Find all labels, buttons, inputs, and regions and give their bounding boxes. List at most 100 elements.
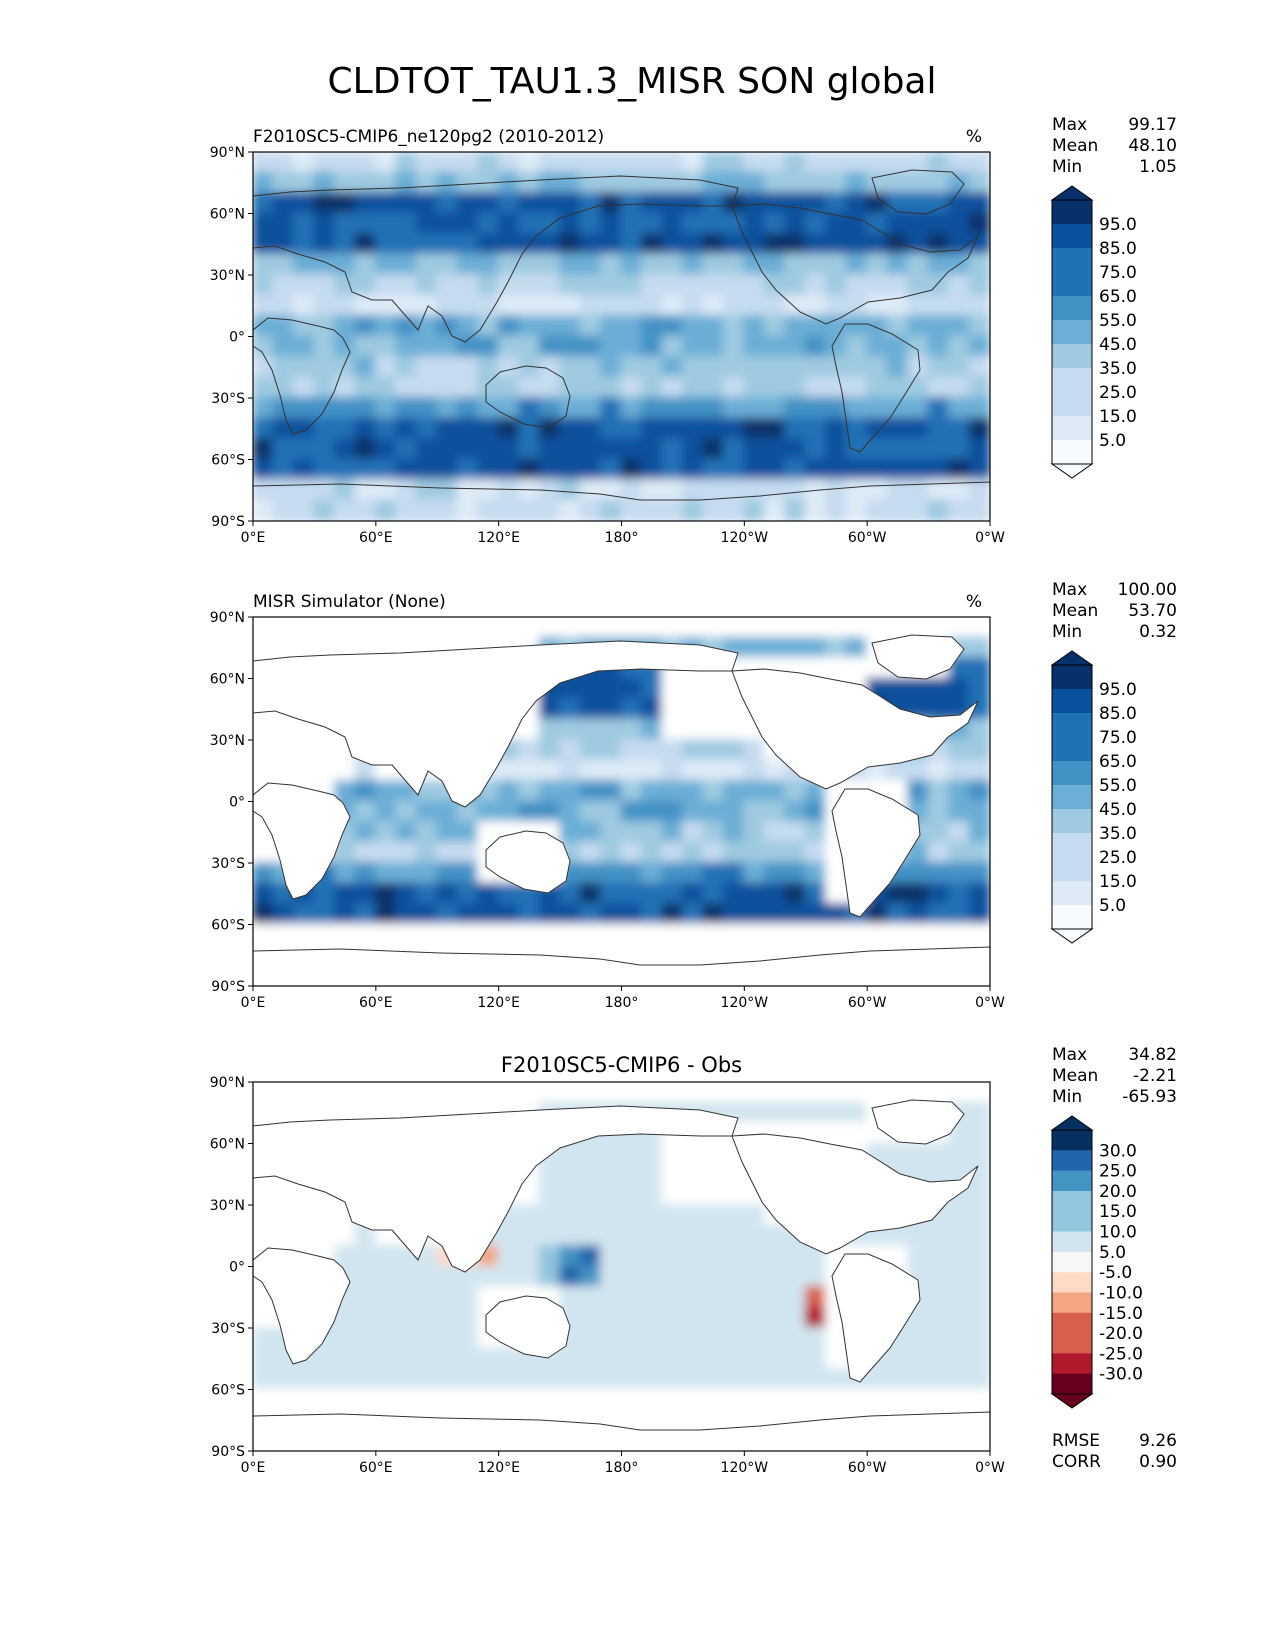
colorbar-tick-label: 35.0 xyxy=(1099,824,1137,844)
stat-label: Min xyxy=(1052,1087,1082,1107)
colorbar-tick-label: 95.0 xyxy=(1099,680,1137,700)
panel-title: F2010SC5-CMIP6_ne120pg2 (2010-2012) xyxy=(253,127,604,147)
colorbar-tick-label: 65.0 xyxy=(1099,752,1137,772)
lat-tick-label: 0° xyxy=(229,330,245,346)
stat-label: Max xyxy=(1052,115,1087,135)
lon-tick-label: 60°E xyxy=(359,995,393,1011)
lat-tick-label: 30°N xyxy=(210,268,245,284)
lat-tick-label: 90°N xyxy=(210,1075,245,1091)
colorbar-tick-label: 55.0 xyxy=(1099,311,1137,331)
lat-tick-label: 90°S xyxy=(211,1444,245,1460)
colorbar-tick-label: 85.0 xyxy=(1099,704,1137,724)
stat-value: 0.32 xyxy=(1139,622,1177,642)
map-panel-reference: 90°N 60°N 30°N 0° 30°S 60°S 90°S0°E 60°E 120°E 18… xyxy=(210,580,1177,1011)
lon-tick-label: 0°W xyxy=(975,1460,1005,1476)
field-difference xyxy=(253,1082,990,1451)
colorbar-tick-label: 25.0 xyxy=(1099,383,1137,403)
stat-label: Max xyxy=(1052,1045,1087,1065)
stat-label: Max xyxy=(1052,580,1087,600)
stat-label: CORR xyxy=(1052,1452,1101,1472)
lat-tick-label: 60°S xyxy=(211,918,245,934)
colorbar-tick-label: -15.0 xyxy=(1099,1304,1143,1324)
colorbar-tick-label: 15.0 xyxy=(1099,407,1137,427)
figure-title: CLDTOT_TAU1.3_MISR SON global xyxy=(328,61,937,102)
lon-tick-label: 180° xyxy=(605,995,639,1011)
colorbar: 95.0 85.0 75.0 65.0 55.0 45.0 35.0 25.0 15.0 5.0 xyxy=(1050,185,1137,479)
panel-title: F2010SC5-CMIP6 - Obs xyxy=(501,1053,742,1077)
lat-tick-label: 60°S xyxy=(211,453,245,469)
colorbar-tick-label: 25.0 xyxy=(1099,1162,1137,1182)
stat-value: 1.05 xyxy=(1139,157,1177,177)
panel-title: MISR Simulator (None) xyxy=(253,592,446,612)
colorbar-tick-label: 65.0 xyxy=(1099,287,1137,307)
lon-tick-label: 60°W xyxy=(848,995,887,1011)
colorbar-tick-label: 10.0 xyxy=(1099,1223,1137,1243)
colorbar-tick-label: 35.0 xyxy=(1099,359,1137,379)
stat-value: -2.21 xyxy=(1133,1066,1177,1086)
stat-value: -65.93 xyxy=(1122,1087,1177,1107)
colorbar-tick-label: 85.0 xyxy=(1099,239,1137,259)
colorbar-tick-label: 55.0 xyxy=(1099,776,1137,796)
stat-label: Mean xyxy=(1052,136,1098,156)
colorbar-tick-label: 45.0 xyxy=(1099,335,1137,355)
lat-tick-label: 60°N xyxy=(210,1137,245,1153)
stat-label: Min xyxy=(1052,622,1082,642)
lon-tick-label: 180° xyxy=(605,530,639,546)
lat-tick-label: 30°N xyxy=(210,733,245,749)
lon-tick-label: 60°E xyxy=(359,1460,393,1476)
colorbar-tick-label: 25.0 xyxy=(1099,848,1137,868)
stat-value: 99.17 xyxy=(1128,115,1177,135)
lat-tick-label: 90°N xyxy=(210,610,245,626)
colorbar-tick-label: 5.0 xyxy=(1099,896,1126,916)
lat-tick-label: 60°N xyxy=(210,672,245,688)
colorbar-tick-label: 15.0 xyxy=(1099,1202,1137,1222)
lat-tick-label: 30°N xyxy=(210,1198,245,1214)
panel-units: % xyxy=(966,592,982,612)
colorbar: 95.0 85.0 75.0 65.0 55.0 45.0 35.0 25.0 15.0 5.0 xyxy=(1050,650,1137,944)
colorbar-tick-label: -25.0 xyxy=(1099,1344,1143,1364)
lon-tick-label: 120°E xyxy=(477,1460,520,1476)
stat-value: 48.10 xyxy=(1128,136,1177,156)
colorbar-tick-label: 20.0 xyxy=(1099,1182,1137,1202)
colorbar-tick-label: 15.0 xyxy=(1099,872,1137,892)
lat-tick-label: 60°S xyxy=(211,1383,245,1399)
colorbar-tick-label: -10.0 xyxy=(1099,1283,1143,1303)
colorbar-tick-label: 95.0 xyxy=(1099,215,1137,235)
stat-value: 53.70 xyxy=(1128,601,1177,621)
lon-tick-label: 120°E xyxy=(477,530,520,546)
colorbar-tick-label: -5.0 xyxy=(1099,1263,1132,1283)
panel-units: % xyxy=(966,127,982,147)
stat-label: Mean xyxy=(1052,1066,1098,1086)
colorbar-tick-label: 45.0 xyxy=(1099,800,1137,820)
stat-label: Min xyxy=(1052,157,1082,177)
colorbar-tick-label: 5.0 xyxy=(1099,431,1126,451)
map-panel-difference: 90°N 60°N 30°N 0° 30°S 60°S 90°S0°E 60°E 120°E 18… xyxy=(210,1045,1177,1476)
lon-tick-label: 120°W xyxy=(721,1460,769,1476)
stat-value: 100.00 xyxy=(1118,580,1177,600)
lon-tick-label: 120°E xyxy=(477,995,520,1011)
lon-tick-label: 0°E xyxy=(241,1460,266,1476)
lon-tick-label: 180° xyxy=(605,1460,639,1476)
lat-tick-label: 90°S xyxy=(211,514,245,530)
colorbar-tick-label: -30.0 xyxy=(1099,1365,1143,1385)
stat-value: 34.82 xyxy=(1128,1045,1177,1065)
lat-tick-label: 90°N xyxy=(210,145,245,161)
lon-tick-label: 120°W xyxy=(721,995,769,1011)
lat-tick-label: 0° xyxy=(229,1260,245,1276)
colorbar: 30.025.020.015.010.05.0-5.0-10.0-15.0-20… xyxy=(1050,1115,1143,1409)
colorbar-tick-label: -20.0 xyxy=(1099,1324,1143,1344)
lon-tick-label: 0°E xyxy=(241,530,266,546)
lat-tick-label: 0° xyxy=(229,795,245,811)
lat-tick-label: 30°S xyxy=(211,391,245,407)
field-reference xyxy=(253,617,990,986)
lat-tick-label: 30°S xyxy=(211,856,245,872)
colorbar-tick-label: 75.0 xyxy=(1099,728,1137,748)
stat-label: RMSE xyxy=(1052,1431,1100,1451)
lon-tick-label: 0°W xyxy=(975,530,1005,546)
lat-tick-label: 30°S xyxy=(211,1321,245,1337)
colorbar-tick-label: 30.0 xyxy=(1099,1141,1137,1161)
lon-tick-label: 120°W xyxy=(721,530,769,546)
stat-value: 0.90 xyxy=(1139,1452,1177,1472)
field-test xyxy=(253,152,990,521)
